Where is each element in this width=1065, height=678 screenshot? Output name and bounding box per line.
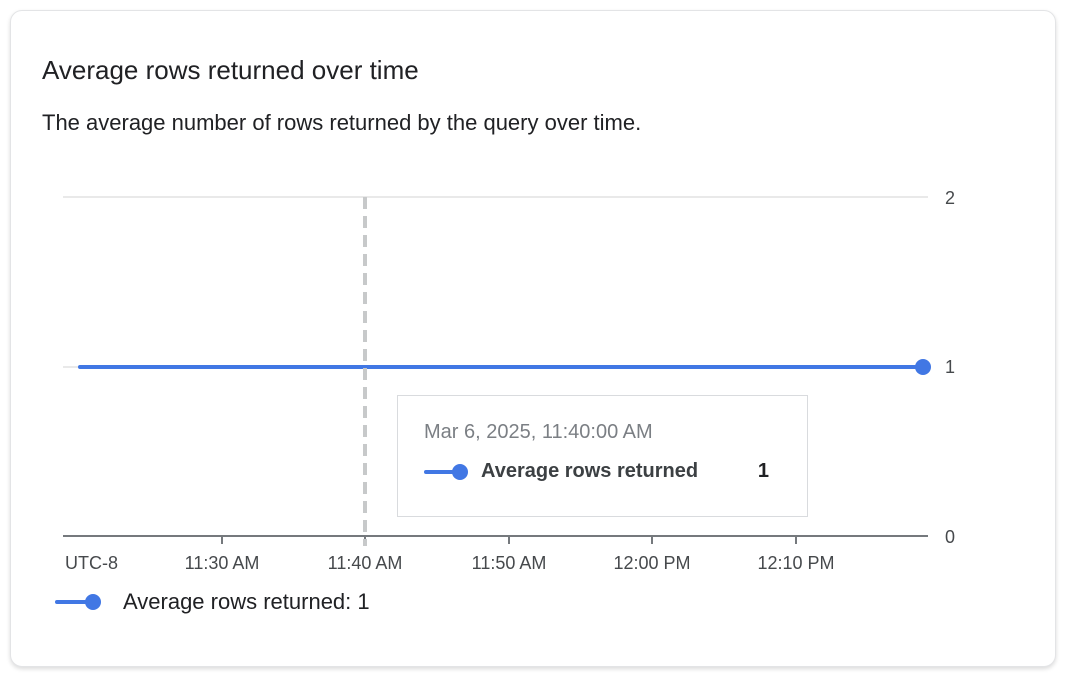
x-axis-tick-label: 11:30 AM [184, 553, 260, 573]
gridline-y2 [63, 196, 928, 198]
chart-subtitle: The average number of rows returned by t… [42, 110, 642, 135]
series-endpoint-dot[interactable] [915, 359, 931, 375]
hover-crosshair-line [363, 197, 367, 546]
x-axis-tick-label: 12:00 PM [613, 553, 691, 573]
tooltip-series-label: Average rows returned [481, 460, 699, 482]
chart-tooltip: Mar 6, 2025, 11:40:00 AM Average rows re… [397, 395, 808, 517]
tooltip-timestamp: Mar 6, 2025, 11:40:00 AM [424, 421, 653, 443]
x-axis-line [63, 535, 928, 537]
legend-series-line-dot-icon [55, 594, 101, 610]
series-line-average-rows[interactable] [78, 365, 923, 369]
x-tick-mark [221, 537, 223, 544]
series-dot-glyph [85, 594, 101, 610]
y-axis-label-2: 2 [945, 188, 956, 208]
y-axis-label-1: 1 [945, 357, 956, 377]
tooltip-series-row: Average rows returned 1 [424, 460, 769, 483]
series-line-dot-icon [424, 463, 468, 480]
series-line-glyph [424, 469, 455, 474]
chart-card: Average rows returned over time The aver… [10, 10, 1056, 667]
series-dot-glyph [452, 463, 468, 480]
x-axis-tick-label: 11:40 AM [327, 553, 403, 573]
line-chart-plot-area[interactable]: 2 1 0 UTC-8 11:30 AM 11:40 AM 11:50 AM 1… [11, 11, 1055, 666]
legend-label: Average rows returned: 1 [123, 589, 370, 614]
x-axis-tick-label: 11:50 AM [471, 553, 547, 573]
x-tick-mark [508, 537, 510, 544]
x-tick-mark [651, 537, 653, 544]
series-line-glyph [55, 600, 88, 604]
x-axis-tick-label: 12:10 PM [757, 553, 835, 573]
y-axis-label-0: 0 [945, 527, 956, 547]
x-tick-mark [795, 537, 797, 544]
legend-item-average-rows[interactable]: Average rows returned: 1 [55, 588, 370, 616]
x-axis-timezone-label: UTC-8 [65, 553, 118, 573]
tooltip-series-value: 1 [757, 460, 769, 482]
chart-title: Average rows returned over time [42, 55, 419, 85]
